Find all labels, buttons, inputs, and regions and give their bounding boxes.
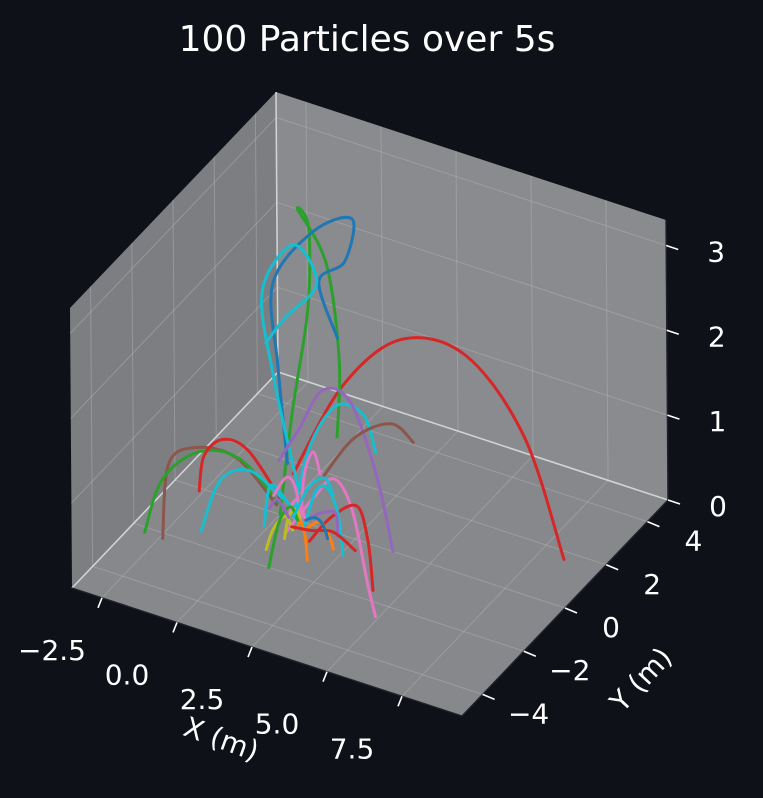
y-tick <box>564 607 578 614</box>
back-pane <box>276 92 668 500</box>
z-tick <box>667 414 680 420</box>
z-tick-label: 0 <box>709 490 727 523</box>
particle-trajectory <box>197 437 282 499</box>
y-tick-label: −4 <box>508 697 549 730</box>
particle-trajectory <box>292 402 378 518</box>
x-tick-label: 7.5 <box>330 732 375 765</box>
particle-trajectories <box>143 206 566 619</box>
particle-trajectory <box>268 497 291 519</box>
y-tick <box>647 520 660 528</box>
x-tick-label: 0.0 <box>105 658 150 691</box>
left-pane <box>70 92 278 588</box>
z-tick-label: 3 <box>707 235 725 268</box>
floor-pane <box>72 372 668 716</box>
z-tick-label: 1 <box>708 405 726 438</box>
z-tick-label: 2 <box>708 320 726 353</box>
particle-trajectory <box>199 468 285 533</box>
x-tick-label: 5.0 <box>255 708 300 741</box>
particle-trajectory <box>303 484 345 557</box>
y-tick <box>482 693 495 701</box>
x-tick <box>247 646 253 658</box>
left-floor-edge <box>71 371 279 589</box>
x-tick <box>322 671 328 682</box>
x-axis-line <box>71 587 463 717</box>
particle-trajectory <box>278 206 342 516</box>
y-tick <box>605 564 619 571</box>
y-tick-label: 2 <box>643 568 661 601</box>
y-tick-label: −2 <box>549 654 590 687</box>
particle-trajectory <box>260 243 319 488</box>
particle-trajectory <box>277 386 395 554</box>
particle-trajectory <box>304 516 330 541</box>
y-tick <box>523 650 537 657</box>
x-tick-label: 2.5 <box>180 683 225 716</box>
x-tick <box>172 622 178 633</box>
z-tick <box>667 499 681 505</box>
x-tick <box>397 696 403 707</box>
y-tick-label: 0 <box>602 611 620 644</box>
z-tick <box>665 244 679 251</box>
particle-trajectory <box>290 525 357 553</box>
particle-trajectory <box>291 336 566 561</box>
chart-title: 100 Particles over 5s <box>179 19 556 60</box>
particle-trajectory <box>296 519 309 562</box>
z-tick <box>666 329 680 336</box>
axes-panes <box>70 92 668 716</box>
x-tick-label: −2.5 <box>18 634 86 667</box>
particle-trajectory <box>292 476 335 518</box>
particle-trajectory <box>322 422 415 477</box>
y-tick-label: 4 <box>684 525 702 558</box>
particle-trajectory <box>269 215 356 465</box>
z-axis-line <box>665 219 669 501</box>
x-tick <box>97 597 103 609</box>
